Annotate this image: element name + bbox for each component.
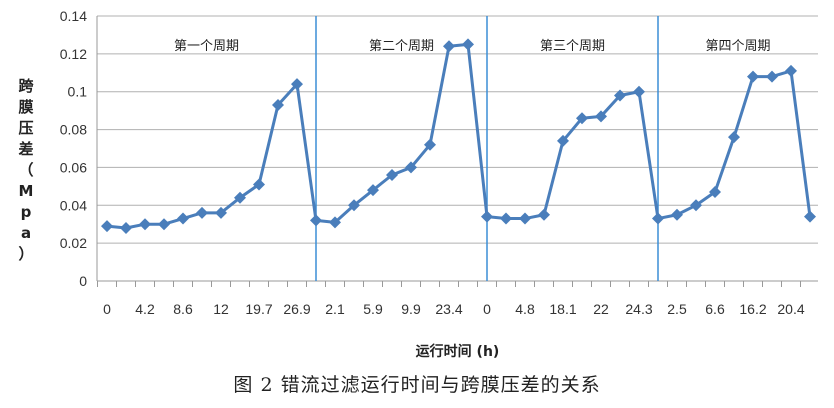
y-axis-label-char: 差 xyxy=(18,140,34,158)
data-point xyxy=(329,216,341,229)
data-point xyxy=(500,212,512,225)
data-point xyxy=(557,134,569,147)
data-point xyxy=(538,208,550,221)
data-point xyxy=(595,110,607,123)
x-tick-label: 2.1 xyxy=(325,301,345,317)
data-point xyxy=(234,191,246,204)
data-point xyxy=(462,38,474,51)
data-point xyxy=(386,169,398,181)
y-axis-label-char: M xyxy=(18,182,34,200)
y-tick-label: 0.04 xyxy=(60,197,87,213)
data-line xyxy=(106,42,812,230)
x-tick-label: 18.1 xyxy=(549,301,576,317)
data-point xyxy=(215,206,227,219)
y-tick-label: 0 xyxy=(79,273,87,289)
data-point xyxy=(405,161,417,174)
data-point xyxy=(576,112,588,125)
y-tick-label: 0.08 xyxy=(60,122,87,138)
data-point xyxy=(785,64,797,77)
data-point xyxy=(728,131,740,144)
data-point xyxy=(690,199,702,212)
x-tick-label: 5.9 xyxy=(363,301,383,317)
x-tick-label: 20.4 xyxy=(777,301,804,317)
y-tick-label: 0.14 xyxy=(60,8,87,24)
x-axis-label: 运行时间 (h) xyxy=(416,343,500,360)
x-tick-label: 19.7 xyxy=(245,301,272,317)
x-tick-label: 4.2 xyxy=(135,301,155,317)
x-tick-label: 4.8 xyxy=(515,301,535,317)
data-point xyxy=(804,210,816,223)
y-axis-label-char: 膜 xyxy=(18,98,34,116)
data-point xyxy=(348,199,360,212)
data-point xyxy=(519,212,531,225)
data-point xyxy=(139,218,151,231)
x-tick-label: 6.6 xyxy=(705,301,725,317)
data-point xyxy=(671,208,683,221)
data-point xyxy=(443,40,455,53)
x-tick-label: 0 xyxy=(103,301,111,317)
x-tick-label: 12 xyxy=(213,301,229,317)
data-point xyxy=(481,210,493,223)
data-point xyxy=(652,212,664,225)
figure-caption: 图 2 错流过滤运行时间与跨膜压差的关系 xyxy=(233,374,601,396)
y-tick-label: 0.1 xyxy=(68,84,88,100)
data-point xyxy=(709,186,721,199)
data-point xyxy=(253,178,265,191)
period-label: 第三个周期 xyxy=(540,39,605,54)
data-point xyxy=(310,214,322,227)
y-axis-label-char: a xyxy=(20,224,32,242)
x-tick-label: 26.9 xyxy=(283,301,310,317)
data-point xyxy=(101,220,113,233)
data-point xyxy=(158,218,170,231)
y-axis-label-char: （ xyxy=(18,161,34,179)
y-tick-label: 0.06 xyxy=(60,159,87,175)
x-tick-label: 22 xyxy=(593,301,609,317)
data-point xyxy=(291,78,303,91)
x-tick-label: 8.6 xyxy=(173,301,193,317)
data-point xyxy=(367,184,379,197)
x-tick-label: 24.3 xyxy=(625,301,652,317)
y-axis-label-char: p xyxy=(20,203,32,221)
x-tick-label: 9.9 xyxy=(401,301,421,317)
x-tick-label: 2.5 xyxy=(667,301,687,317)
period-label: 第二个周期 xyxy=(369,39,434,54)
y-axis-label-char: ） xyxy=(18,245,34,263)
period-label: 第一个周期 xyxy=(174,39,239,54)
y-tick-label: 0.02 xyxy=(60,235,87,251)
data-point xyxy=(196,206,208,219)
data-point xyxy=(614,89,626,102)
x-tick-label: 23.4 xyxy=(435,301,462,317)
data-point xyxy=(747,70,759,83)
data-point xyxy=(766,70,778,83)
data-point xyxy=(424,138,436,151)
y-axis-label-char: 压 xyxy=(18,119,34,137)
data-point xyxy=(633,85,645,98)
y-tick-label: 0.12 xyxy=(60,46,87,62)
data-point xyxy=(272,98,284,111)
x-tick-label: 0 xyxy=(483,301,491,317)
x-tick-label: 16.2 xyxy=(739,301,766,317)
data-point xyxy=(177,212,189,225)
y-axis-label-char: 跨 xyxy=(18,77,34,95)
data-point xyxy=(120,222,132,234)
period-label: 第四个周期 xyxy=(705,39,770,54)
